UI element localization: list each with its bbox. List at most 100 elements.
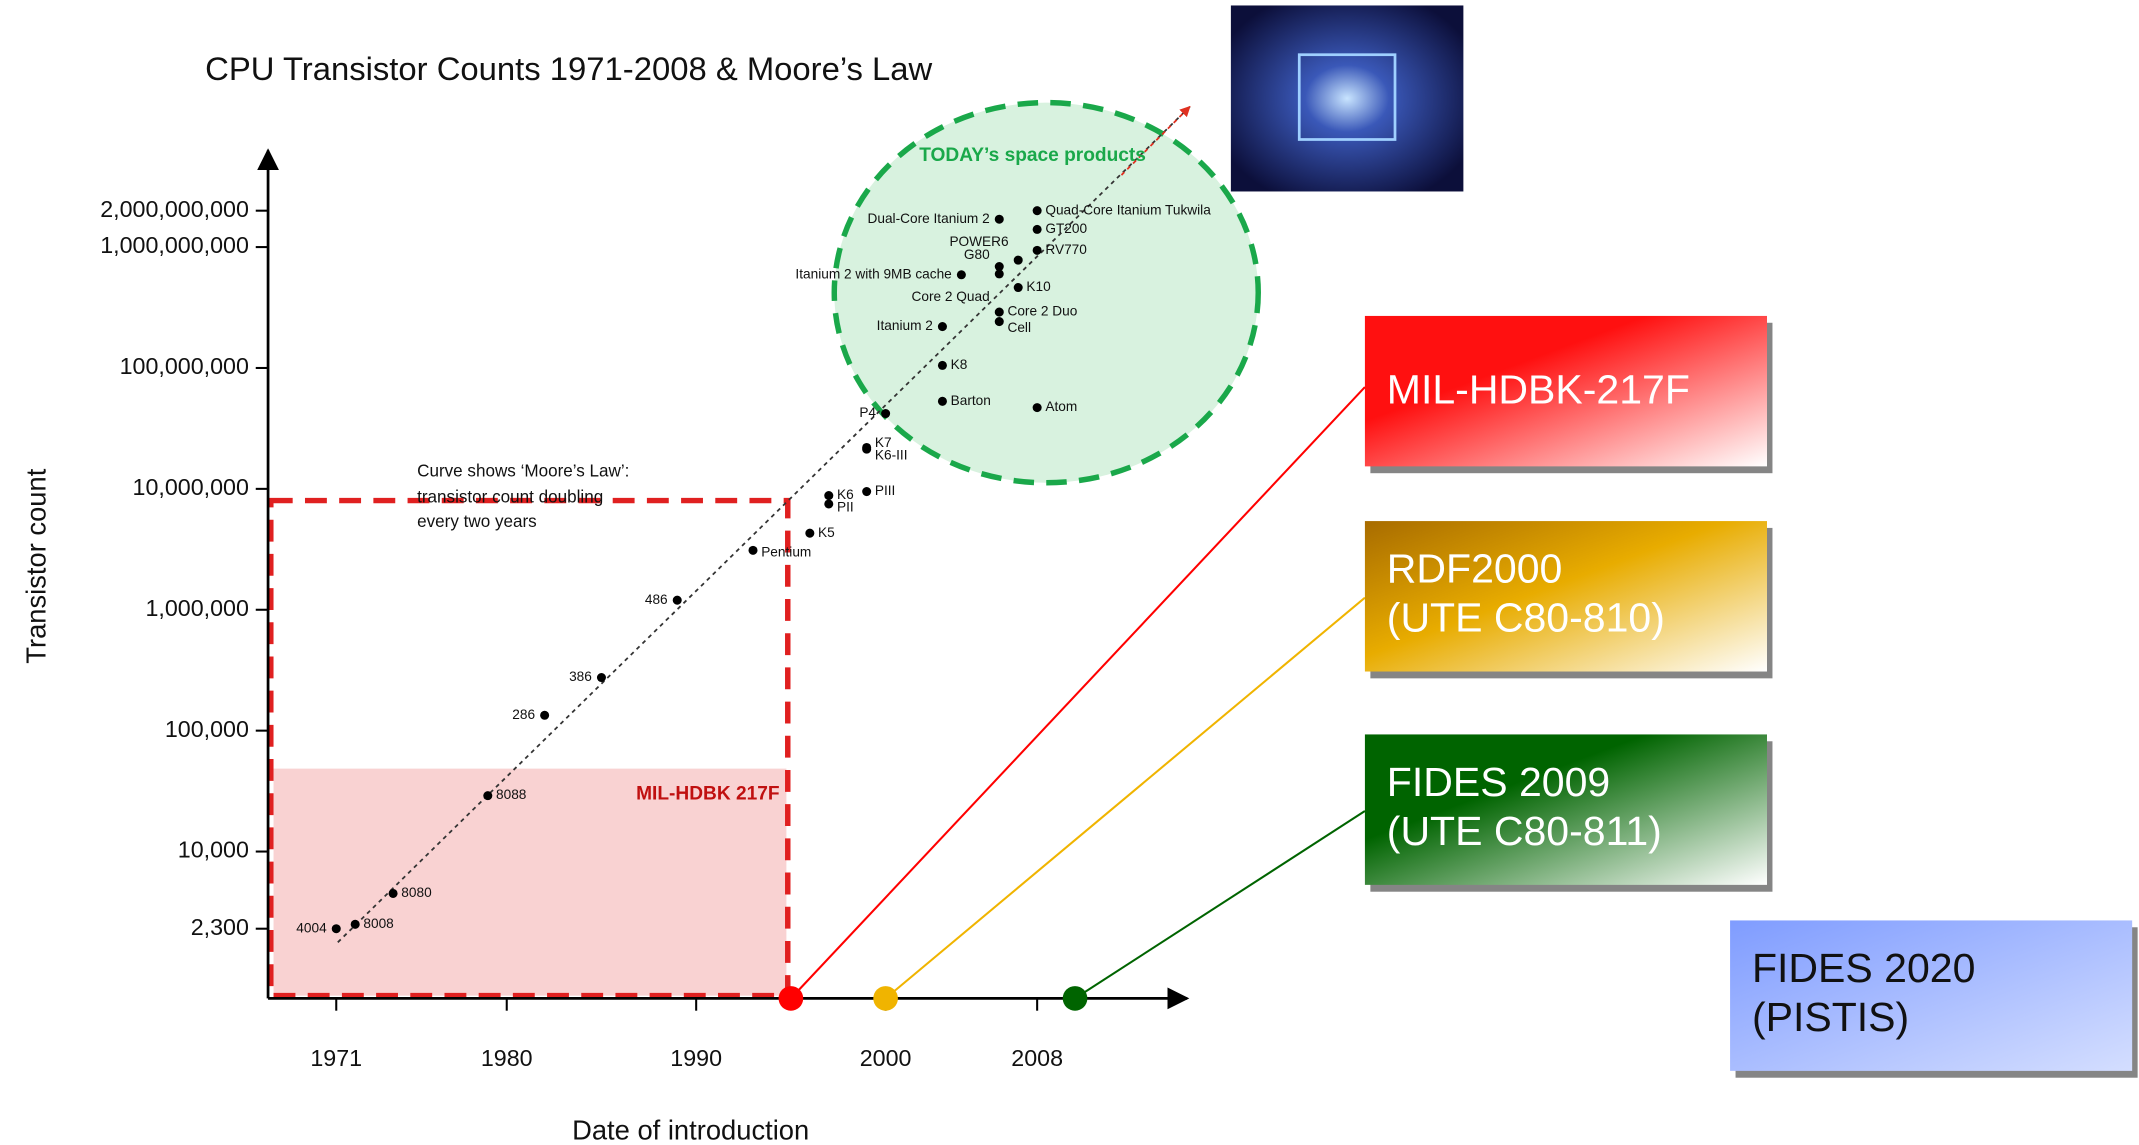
point-label: K6-III bbox=[875, 448, 908, 463]
x-tick-label: 1971 bbox=[310, 1045, 362, 1071]
data-point bbox=[483, 791, 493, 801]
x-tick-label: 2000 bbox=[860, 1045, 912, 1071]
y-tick-label: 2,300 bbox=[191, 914, 249, 940]
standard-label: RDF2000 bbox=[1387, 546, 1563, 592]
y-tick-label: 10,000,000 bbox=[133, 474, 249, 500]
data-point bbox=[350, 919, 360, 929]
today-circle bbox=[831, 99, 1261, 486]
point-label: 4004 bbox=[296, 920, 327, 935]
point-label: Atom bbox=[1045, 399, 1077, 414]
point-label: GT200 bbox=[1045, 221, 1087, 236]
standard-label: MIL-HDBK-217F bbox=[1387, 366, 1690, 412]
data-point bbox=[994, 269, 1004, 279]
data-point bbox=[1013, 282, 1023, 293]
data-point bbox=[994, 317, 1004, 327]
data-point bbox=[824, 499, 834, 509]
y-tick-label: 1,000,000,000 bbox=[100, 232, 249, 258]
moore-law-line bbox=[337, 106, 1191, 943]
region-fill bbox=[273, 768, 787, 996]
data-point bbox=[388, 888, 398, 898]
data-point bbox=[956, 270, 966, 280]
point-label: G80 bbox=[964, 247, 990, 262]
region-outline bbox=[268, 497, 791, 999]
point-label: K5 bbox=[818, 525, 835, 540]
data-point bbox=[596, 673, 606, 683]
point-label: 286 bbox=[512, 707, 535, 722]
x-tick-label: 1990 bbox=[670, 1045, 722, 1071]
data-point bbox=[748, 545, 758, 555]
x-tick-label: 2008 bbox=[1011, 1045, 1063, 1071]
data-point bbox=[331, 924, 341, 934]
point-label: 486 bbox=[645, 592, 668, 607]
x-tick-label: 1980 bbox=[481, 1045, 533, 1071]
milestone-connector bbox=[884, 596, 1366, 1000]
point-label: Core 2 Quad bbox=[911, 289, 989, 304]
data-point bbox=[1032, 403, 1042, 413]
point-label: Pentium bbox=[761, 545, 811, 560]
data-point bbox=[937, 360, 947, 370]
point-label: K7 bbox=[875, 435, 892, 450]
point-label: Cell bbox=[1007, 320, 1031, 335]
data-point bbox=[937, 396, 947, 406]
standard-box bbox=[1364, 521, 1767, 672]
point-label: Barton bbox=[951, 393, 991, 408]
point-label: K10 bbox=[1026, 279, 1051, 294]
point-label: Itanium 2 with 9MB cache bbox=[795, 266, 951, 281]
data-point bbox=[994, 214, 1004, 224]
point-label: 8008 bbox=[363, 916, 393, 931]
point-label: PII bbox=[837, 500, 854, 515]
standard-label: (UTE C80-810) bbox=[1387, 595, 1665, 641]
data-point bbox=[672, 595, 682, 605]
point-label: K8 bbox=[951, 357, 968, 372]
point-label: K6 bbox=[837, 487, 854, 502]
standard-label: FIDES 2009 bbox=[1387, 759, 1610, 805]
data-point bbox=[862, 487, 872, 497]
point-label: POWER6 bbox=[949, 234, 1008, 249]
chip-image bbox=[1230, 5, 1464, 192]
milestone-connector bbox=[790, 386, 1366, 1000]
chip-die bbox=[1297, 53, 1397, 141]
data-point bbox=[1032, 224, 1042, 234]
standard-label: (PISTIS) bbox=[1752, 994, 1909, 1040]
today-label: TODAY’s space products bbox=[919, 145, 1146, 166]
point-label: Dual-Core Itanium 2 bbox=[867, 211, 989, 226]
data-point bbox=[994, 307, 1004, 317]
point-label: P4 bbox=[859, 405, 876, 420]
standard-box bbox=[1730, 920, 2133, 1071]
region-label: MIL-HDBK 217F bbox=[636, 784, 779, 805]
data-point bbox=[862, 444, 872, 454]
point-label: 8088 bbox=[496, 787, 526, 802]
moore-note: Curve shows ‘Moore’s Law’: bbox=[417, 461, 629, 480]
data-point bbox=[1013, 255, 1023, 265]
point-label: PIII bbox=[875, 483, 896, 498]
milestone-dot bbox=[1062, 986, 1088, 1011]
moore-note: transistor count doubling bbox=[417, 487, 603, 506]
point-label: Core 2 Duo bbox=[1007, 304, 1077, 319]
data-point bbox=[881, 409, 891, 419]
milestone-dot bbox=[778, 986, 804, 1011]
data-point bbox=[1032, 206, 1042, 216]
milestone-dot bbox=[873, 986, 898, 1011]
point-label: Itanium 2 bbox=[877, 318, 933, 333]
milestone-connector bbox=[1074, 810, 1366, 1000]
x-axis-label: Date of introduction bbox=[572, 1115, 809, 1145]
y-tick-label: 100,000,000 bbox=[120, 353, 249, 379]
standard-label: FIDES 2020 bbox=[1752, 945, 1975, 991]
y-tick-label: 10,000 bbox=[178, 837, 249, 863]
data-point bbox=[540, 710, 550, 720]
y-tick-label: 2,000,000,000 bbox=[100, 196, 249, 222]
chart-title: CPU Transistor Counts 1971-2008 & Moore’… bbox=[205, 50, 932, 87]
point-label: Quad-Core Itanium Tukwila bbox=[1045, 202, 1211, 217]
y-axis-label: Transistor count bbox=[21, 468, 52, 663]
point-label: 386 bbox=[569, 669, 592, 684]
y-tick-label: 100,000 bbox=[165, 716, 249, 742]
data-point bbox=[937, 322, 947, 332]
point-label: 8080 bbox=[401, 885, 432, 900]
data-point bbox=[824, 491, 834, 501]
standard-box bbox=[1364, 315, 1767, 467]
standard-box bbox=[1364, 734, 1767, 885]
y-tick-label: 1,000,000 bbox=[145, 595, 249, 621]
point-label: RV770 bbox=[1045, 242, 1087, 257]
moore-note: every two years bbox=[417, 512, 537, 531]
